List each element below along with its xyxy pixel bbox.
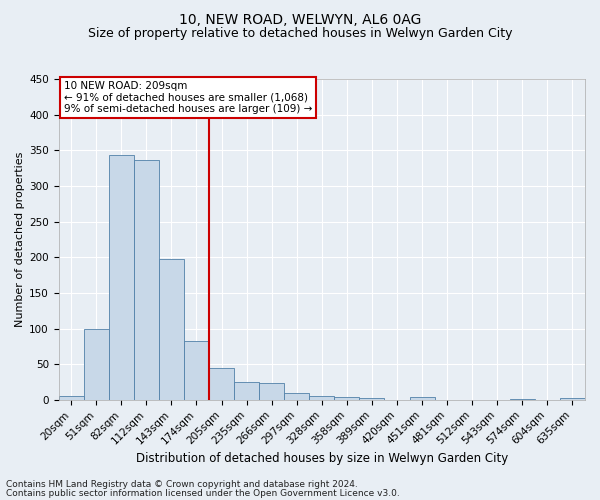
Bar (159, 260, 184, 400)
Bar (109, 154, 134, 400)
Text: Size of property relative to detached houses in Welwyn Garden City: Size of property relative to detached ho… (88, 28, 512, 40)
Y-axis label: Number of detached properties: Number of detached properties (15, 152, 25, 327)
Text: Contains public sector information licensed under the Open Government Licence v3: Contains public sector information licen… (6, 488, 400, 498)
Bar (510, 399, 535, 400)
Bar (284, 392, 309, 400)
Bar (359, 398, 385, 400)
Bar (59, 396, 84, 400)
Text: Contains HM Land Registry data © Crown copyright and database right 2024.: Contains HM Land Registry data © Crown c… (6, 480, 358, 489)
Bar (234, 382, 259, 400)
Bar (84, 330, 109, 400)
Bar (560, 398, 585, 400)
Bar (410, 397, 434, 400)
Text: 10 NEW ROAD: 209sqm
← 91% of detached houses are smaller (1,068)
9% of semi-deta: 10 NEW ROAD: 209sqm ← 91% of detached ho… (64, 81, 312, 114)
Bar (334, 397, 359, 400)
Text: 10, NEW ROAD, WELWYN, AL6 0AG: 10, NEW ROAD, WELWYN, AL6 0AG (179, 12, 421, 26)
Bar (184, 340, 209, 400)
Bar (309, 396, 334, 400)
Bar (259, 383, 284, 400)
Bar (209, 368, 234, 400)
Bar (134, 160, 159, 400)
X-axis label: Distribution of detached houses by size in Welwyn Garden City: Distribution of detached houses by size … (136, 452, 508, 465)
